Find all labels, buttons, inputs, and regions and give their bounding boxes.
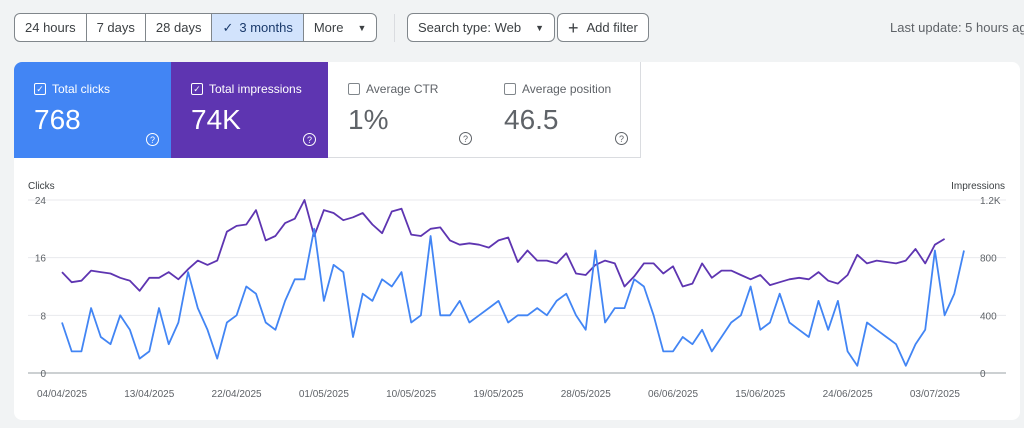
metric-value: 46.5 (504, 104, 559, 135)
x-tick-label: 28/05/2025 (561, 389, 611, 400)
toolbar-divider (394, 14, 395, 42)
checkbox-unchecked-icon[interactable] (348, 83, 360, 95)
x-tick-label: 01/05/2025 (299, 389, 349, 400)
right-tick-label: 0 (980, 369, 986, 380)
x-tick-label: 24/06/2025 (823, 389, 873, 400)
performance-card: ✓ Total clicks 768 ? ✓ Total impressions 7… (14, 62, 1020, 420)
range-label: 24 hours (25, 20, 76, 35)
metric-average-position[interactable]: Average position 46.5 ? (484, 62, 641, 158)
range-7-days-button[interactable]: 7 days (87, 14, 146, 41)
help-icon[interactable]: ? (615, 132, 628, 145)
range-28-days-button[interactable]: 28 days (146, 14, 213, 41)
x-tick-label: 13/04/2025 (124, 389, 174, 400)
metric-value: 1% (348, 104, 389, 135)
help-icon[interactable]: ? (303, 133, 316, 146)
caret-down-icon: ▼ (535, 22, 545, 33)
right-tick-label: 400 (980, 311, 997, 322)
checkmark-icon: ✓ (222, 19, 234, 35)
left-tick-label: 16 (35, 254, 47, 265)
metric-label: Total impressions (209, 82, 302, 96)
clicks-series-line (61, 227, 965, 367)
left-axis-title: Clicks (28, 181, 55, 192)
x-tick-label: 03/07/2025 (910, 389, 960, 400)
help-icon[interactable]: ? (146, 133, 159, 146)
add-filter-button[interactable]: + Add filter (557, 13, 649, 42)
metric-total-clicks[interactable]: ✓ Total clicks 768 ? (14, 62, 171, 158)
left-tick-label: 24 (35, 196, 47, 207)
metric-label: Average CTR (366, 82, 439, 96)
left-tick-label: 0 (40, 369, 46, 380)
range-label: 28 days (155, 20, 202, 35)
right-tick-label: 800 (980, 254, 997, 265)
range-label: More (313, 20, 344, 35)
metric-value: 768 (34, 104, 81, 135)
range-label: 3 months (239, 20, 293, 35)
performance-chart[interactable]: Clicks Impressions 0 0 8 400 16 800 24 1.2K 04/0… (14, 62, 1020, 420)
plus-icon: + (568, 17, 579, 38)
range-24-hours-button[interactable]: 24 hours (15, 14, 87, 41)
checkbox-checked-icon[interactable]: ✓ (191, 83, 203, 95)
search-type-label: Search type: Web (418, 20, 522, 35)
right-tick-label: 1.2K (980, 196, 1001, 207)
caret-down-icon: ▼ (357, 22, 367, 33)
range-more-button[interactable]: More ▼ (304, 14, 377, 41)
x-tick-label: 06/06/2025 (648, 389, 698, 400)
range-3-months-button[interactable]: ✓ 3 months (212, 14, 304, 41)
add-filter-label: Add filter (586, 20, 638, 35)
date-range-selector: 24 hours 7 days 28 days ✓ 3 months More ▼ (14, 13, 378, 42)
x-tick-label: 22/04/2025 (212, 389, 262, 400)
x-tick-label: 19/05/2025 (473, 389, 523, 400)
help-icon[interactable]: ? (459, 132, 472, 145)
x-tick-label: 15/06/2025 (735, 389, 785, 400)
range-label: 7 days (96, 20, 135, 35)
metric-value: 74K (191, 104, 241, 135)
search-type-dropdown[interactable]: Search type: Web ▼ (407, 13, 556, 42)
toolbar: 24 hours 7 days 28 days ✓ 3 months More ▼ … (0, 0, 1024, 58)
last-update-text: Last update: 5 hours ag (890, 20, 1024, 35)
metric-average-ctr[interactable]: Average CTR 1% ? (328, 62, 485, 158)
left-tick-label: 8 (40, 311, 46, 322)
right-axis-title: Impressions (951, 181, 1005, 192)
metric-label: Total clicks (52, 82, 111, 96)
impressions-series-line (61, 199, 946, 292)
x-tick-label: 04/04/2025 (37, 389, 87, 400)
checkbox-unchecked-icon[interactable] (504, 83, 516, 95)
checkbox-checked-icon[interactable]: ✓ (34, 83, 46, 95)
metric-total-impressions[interactable]: ✓ Total impressions 74K ? (171, 62, 328, 158)
metric-label: Average position (522, 82, 612, 96)
x-tick-label: 10/05/2025 (386, 389, 436, 400)
